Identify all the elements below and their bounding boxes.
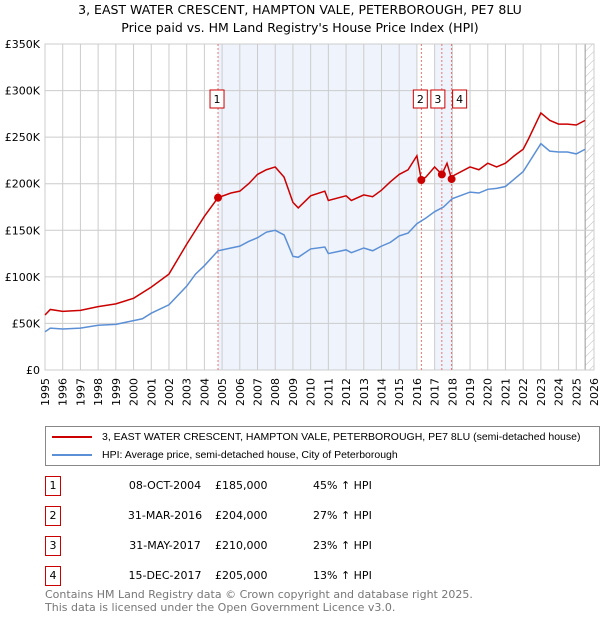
sale-row: 3 31-MAY-2017 £210,000 23% ↑ HPI: [45, 536, 445, 556]
series-line-hpi: [44, 142, 586, 333]
x-tick-label: 2016: [411, 378, 424, 406]
y-tick-label: £300K: [5, 85, 41, 98]
x-tick-label: 2022: [517, 378, 530, 406]
x-tick-label: 2018: [446, 378, 459, 406]
footer-line-2: This data is licensed under the Open Gov…: [45, 601, 396, 614]
x-tick-label: 1995: [39, 378, 52, 406]
x-tick-label: 2019: [464, 378, 477, 406]
sale-point: [447, 175, 456, 184]
x-tick-label: 2002: [163, 378, 176, 406]
sale-label-box: [412, 89, 428, 109]
sale-num: 2: [45, 506, 61, 526]
sale-hpi: 27% ↑ HPI: [313, 509, 372, 522]
sale-row: 4 15-DEC-2017 £205,000 13% ↑ HPI: [45, 566, 445, 586]
sale-label-box: [430, 89, 446, 109]
sale-label-box: [209, 89, 225, 109]
sale-point: [437, 170, 446, 179]
y-tick-label: £100K: [5, 271, 41, 284]
legend-swatch-blue: [52, 454, 92, 456]
x-tick-label: 2024: [553, 378, 566, 406]
sale-date: 31-MAR-2016: [127, 509, 203, 522]
series-line-property: [44, 111, 586, 316]
sale-price: £185,000: [215, 479, 268, 492]
sale-label: 1: [214, 93, 221, 106]
x-tick-label: 1999: [110, 378, 123, 406]
forecast-hatch: [585, 44, 594, 370]
sale-price: £210,000: [215, 539, 268, 552]
y-tick-label: £50K: [12, 317, 41, 330]
sale-point: [214, 193, 223, 202]
plot-area: 1995 1996 1997 1998 1999 2000 2001 2002 2003 2004…: [5, 38, 600, 406]
x-tick-label: 1996: [57, 378, 70, 406]
x-tick-label: 2012: [340, 378, 353, 406]
x-tick-label: 2011: [322, 378, 335, 406]
sale-label: 3: [434, 93, 441, 106]
legend-swatch-red: [52, 436, 92, 438]
chart-subtitle: Price paid vs. HM Land Registry's House …: [121, 20, 479, 35]
sale-date: 31-MAY-2017: [129, 539, 201, 552]
x-tick-label: 2004: [198, 378, 211, 406]
x-tick-label: 2026: [588, 378, 600, 406]
x-tick-label: 2025: [570, 378, 583, 406]
sale-num: 3: [45, 536, 61, 556]
x-tick-label: 1997: [74, 378, 87, 406]
sale-label: 4: [456, 93, 463, 106]
x-tick-label: 2000: [128, 378, 141, 406]
footer: Contains HM Land Registry data © Crown c…: [45, 588, 473, 614]
sale-hpi: 23% ↑ HPI: [313, 539, 372, 552]
sale-hpi: 13% ↑ HPI: [313, 569, 372, 582]
x-tick-label: 2003: [181, 378, 194, 406]
sale-price: £205,000: [215, 569, 268, 582]
y-tick-label: £250K: [5, 131, 41, 144]
x-tick-label: 2001: [145, 378, 158, 406]
legend-item-hpi: HPI: Average price, semi-detached house,…: [52, 448, 398, 462]
plot-frame: [44, 43, 595, 371]
x-tick-label: 2013: [358, 378, 371, 406]
sale-point: [417, 175, 426, 184]
x-tick-label: 2020: [482, 378, 495, 406]
shaded-range: [218, 44, 417, 370]
y-tick-label: £150K: [5, 224, 41, 237]
sale-row: 2 31-MAR-2016 £204,000 27% ↑ HPI: [45, 506, 445, 526]
x-tick-label: 2015: [393, 378, 406, 406]
legend-label: 3, EAST WATER CRESCENT, HAMPTON VALE, PE…: [102, 431, 581, 443]
y-tick-label: £0: [26, 364, 40, 377]
y-tick-label: £350K: [5, 38, 41, 51]
x-tick-label: 1998: [92, 378, 105, 406]
sale-hpi: 45% ↑ HPI: [313, 479, 372, 492]
sale-date: 15-DEC-2017: [128, 569, 202, 582]
legend-item-property: 3, EAST WATER CRESCENT, HAMPTON VALE, PE…: [52, 430, 580, 444]
sale-date: 08-OCT-2004: [128, 479, 202, 492]
x-tick-label: 2023: [535, 378, 548, 406]
sale-label-box: [452, 89, 468, 109]
x-tick-label: 2007: [252, 378, 265, 406]
legend-label: HPI: Average price, semi-detached house,…: [102, 449, 398, 461]
sale-num: 4: [45, 566, 61, 586]
chart-title: 3, EAST WATER CRESCENT, HAMPTON VALE, PE…: [78, 2, 522, 17]
x-tick-label: 2009: [287, 378, 300, 406]
x-tick-label: 2006: [234, 378, 247, 406]
legend: 3, EAST WATER CRESCENT, HAMPTON VALE, PE…: [45, 426, 600, 466]
sale-label: 2: [417, 93, 424, 106]
sale-price: £204,000: [215, 509, 268, 522]
sale-row: 1 08-OCT-2004 £185,000 45% ↑ HPI: [45, 476, 445, 496]
x-tick-label: 2021: [499, 378, 512, 406]
x-tick-label: 2005: [216, 378, 229, 406]
x-tick-label: 2008: [269, 378, 282, 406]
x-tick-label: 2017: [429, 378, 442, 406]
y-tick-label: £200K: [5, 178, 41, 191]
footer-line-1: Contains HM Land Registry data © Crown c…: [45, 588, 473, 601]
sale-num: 1: [45, 476, 61, 496]
x-tick-label: 2010: [305, 378, 318, 406]
x-tick-label: 2014: [375, 378, 388, 406]
